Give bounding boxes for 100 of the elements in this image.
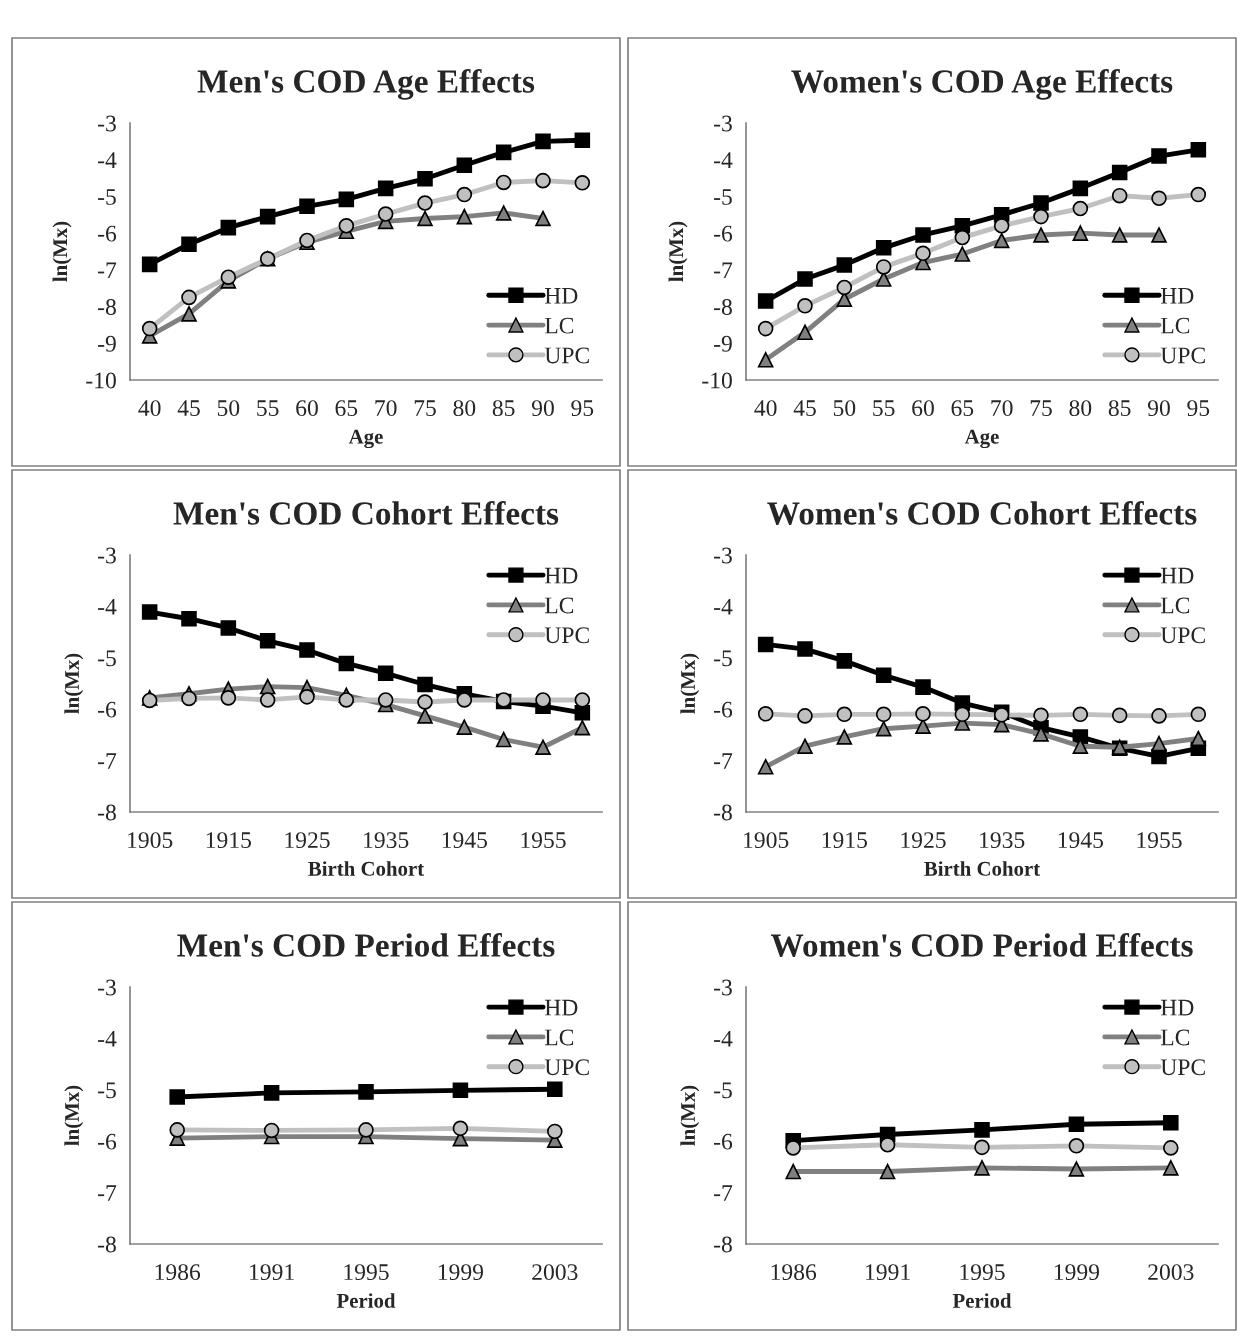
- y-tick-label: -5: [714, 1082, 732, 1099]
- x-tick-label: 55: [257, 400, 279, 417]
- legend-label: UPC: [544, 347, 589, 364]
- y-axis-title: ln(Mx): [64, 653, 84, 714]
- y-tick-label: -4: [714, 1031, 733, 1047]
- legend-label: UPC: [1160, 347, 1205, 364]
- legend-label: HD: [1160, 567, 1194, 584]
- x-tick-label: 1905: [744, 832, 789, 849]
- y-axis-title: ln(Mx): [680, 653, 700, 714]
- x-tick-label: 1995: [960, 1264, 1005, 1281]
- y-tick-label: -7: [714, 1185, 733, 1201]
- x-tick-label: 1995: [344, 1264, 389, 1281]
- x-tick-label: 1991: [250, 1264, 294, 1281]
- chart-title: Men's COD Period Effects: [177, 932, 555, 957]
- x-axis-title: Birth Cohort: [308, 861, 425, 876]
- x-tick-label: 1955: [1137, 832, 1182, 849]
- y-tick-label: -5: [98, 650, 116, 667]
- x-tick-label: 1915: [822, 832, 868, 849]
- x-tick-label: 45: [177, 400, 200, 417]
- x-axis-title: Age: [964, 429, 999, 449]
- y-tick-label: -4: [714, 599, 733, 615]
- x-tick-label: 80: [1069, 400, 1092, 417]
- y-tick-label: -3: [714, 979, 732, 996]
- x-tick-label: 2003: [532, 1264, 578, 1281]
- x-tick-label: 90: [1147, 400, 1170, 417]
- x-tick-label: 1935: [980, 832, 1025, 849]
- y-tick-label: -6: [98, 225, 117, 242]
- legend-label: HD: [1160, 288, 1194, 304]
- legend-label: LC: [1160, 1029, 1190, 1046]
- legend-label: HD: [544, 288, 578, 304]
- x-tick-label: 60: [912, 400, 934, 417]
- y-tick-label: -8: [714, 804, 732, 821]
- y-tick-label: -7: [714, 753, 733, 769]
- legend-label: LC: [1160, 597, 1190, 614]
- y-tick-label: -4: [98, 1031, 117, 1047]
- x-tick-label: 85: [492, 400, 515, 417]
- x-tick-label: 75: [414, 400, 436, 417]
- y-tick-label: -7: [714, 262, 733, 279]
- y-tick-label: -3: [714, 547, 732, 564]
- x-tick-label: 1935: [364, 832, 409, 849]
- y-tick-label: -6: [98, 701, 117, 718]
- y-tick-label: -10: [86, 372, 116, 389]
- y-tick-label: -5: [714, 189, 732, 205]
- legend-label: UPC: [1160, 1059, 1205, 1076]
- x-tick-label: 70: [375, 400, 397, 417]
- x-tick-label: 1945: [1058, 832, 1104, 849]
- y-tick-label: -7: [98, 753, 117, 769]
- y-tick-label: -5: [98, 1082, 116, 1099]
- legend-label: LC: [544, 597, 574, 614]
- y-tick-label: -10: [702, 372, 732, 389]
- legend-label: HD: [1160, 999, 1194, 1016]
- legend-label: LC: [1160, 317, 1190, 334]
- y-tick-label: -4: [98, 152, 117, 168]
- x-tick-label: 1991: [866, 1264, 910, 1281]
- chart-title: Women's COD Period Effects: [770, 932, 1193, 957]
- x-tick-label: 1986: [155, 1264, 201, 1281]
- x-tick-label: 40: [754, 400, 777, 417]
- legend-label: UPC: [1160, 627, 1205, 644]
- x-tick-label: 1945: [442, 832, 488, 849]
- x-tick-label: 65: [335, 400, 358, 417]
- x-tick-label: 2003: [1148, 1264, 1194, 1281]
- x-tick-label: 50: [217, 400, 240, 417]
- x-tick-label: 1955: [521, 832, 566, 849]
- y-tick-label: -6: [714, 1133, 733, 1150]
- chart-title: Women's COD Cohort Effects: [767, 500, 1197, 525]
- x-tick-label: 1925: [285, 832, 330, 849]
- x-axis-title: Age: [348, 429, 383, 449]
- x-tick-label: 1986: [771, 1264, 817, 1281]
- x-tick-label: 75: [1030, 400, 1052, 417]
- legend-label: HD: [544, 567, 578, 584]
- y-tick-label: -5: [98, 189, 116, 205]
- y-axis-title: ln(Mx): [668, 221, 688, 282]
- chart-title: Women's COD Age Effects: [791, 68, 1173, 100]
- y-tick-label: -8: [98, 804, 116, 821]
- y-tick-label: -7: [98, 262, 117, 279]
- legend-label: UPC: [544, 1059, 589, 1076]
- y-tick-label: -8: [98, 1236, 116, 1253]
- y-tick-label: -8: [98, 299, 116, 315]
- x-tick-label: 1915: [206, 832, 252, 849]
- chart-title: Men's COD Age Effects: [197, 68, 535, 100]
- y-tick-label: -9: [714, 335, 732, 352]
- x-tick-label: 1925: [901, 832, 946, 849]
- y-tick-label: -5: [714, 650, 732, 667]
- y-tick-label: -3: [98, 547, 116, 564]
- y-tick-label: -3: [714, 115, 732, 132]
- legend-label: UPC: [544, 627, 589, 644]
- y-tick-label: -3: [98, 979, 116, 996]
- y-tick-label: -4: [98, 599, 117, 615]
- y-axis-title: ln(Mx): [52, 221, 72, 282]
- x-tick-label: 85: [1108, 400, 1131, 417]
- y-tick-label: -9: [98, 335, 116, 352]
- y-tick-label: -8: [714, 299, 732, 315]
- x-tick-label: 70: [991, 400, 1013, 417]
- x-tick-label: 50: [833, 400, 856, 417]
- y-tick-label: -7: [98, 1185, 117, 1201]
- y-tick-label: -8: [714, 1236, 732, 1253]
- x-tick-label: 40: [138, 400, 161, 417]
- x-tick-label: 95: [571, 400, 594, 417]
- x-tick-label: 55: [873, 400, 895, 417]
- y-tick-label: -6: [714, 701, 733, 718]
